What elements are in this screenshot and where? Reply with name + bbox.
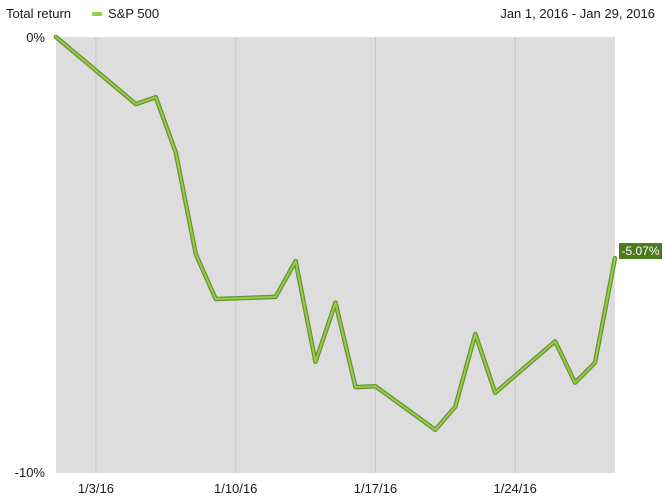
legend: S&P 500 (92, 6, 159, 21)
x-tick-label: 1/24/16 (493, 481, 536, 496)
legend-label: S&P 500 (108, 6, 160, 21)
date-range: Jan 1, 2016 - Jan 29, 2016 (500, 6, 655, 21)
chart-title: Total return (6, 6, 72, 21)
plot-background (56, 37, 615, 473)
y-tick-label: -10% (15, 465, 46, 480)
end-value-label-bg (619, 243, 662, 260)
y-tick-label: 0% (26, 30, 45, 45)
x-tick-label: 1/3/16 (78, 481, 114, 496)
legend-swatch (92, 11, 102, 16)
series-line (55, 36, 616, 431)
end-value-label: -5.07% (621, 244, 659, 258)
x-tick-label: 1/17/16 (354, 481, 397, 496)
x-tick-label: 1/10/16 (214, 481, 257, 496)
